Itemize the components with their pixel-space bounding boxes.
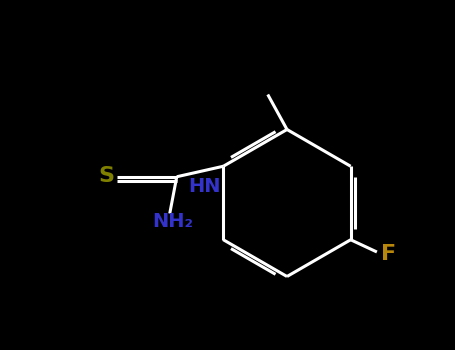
- Text: HN: HN: [189, 177, 221, 196]
- Text: F: F: [381, 244, 396, 264]
- Text: NH₂: NH₂: [153, 212, 194, 231]
- Text: S: S: [98, 166, 115, 187]
